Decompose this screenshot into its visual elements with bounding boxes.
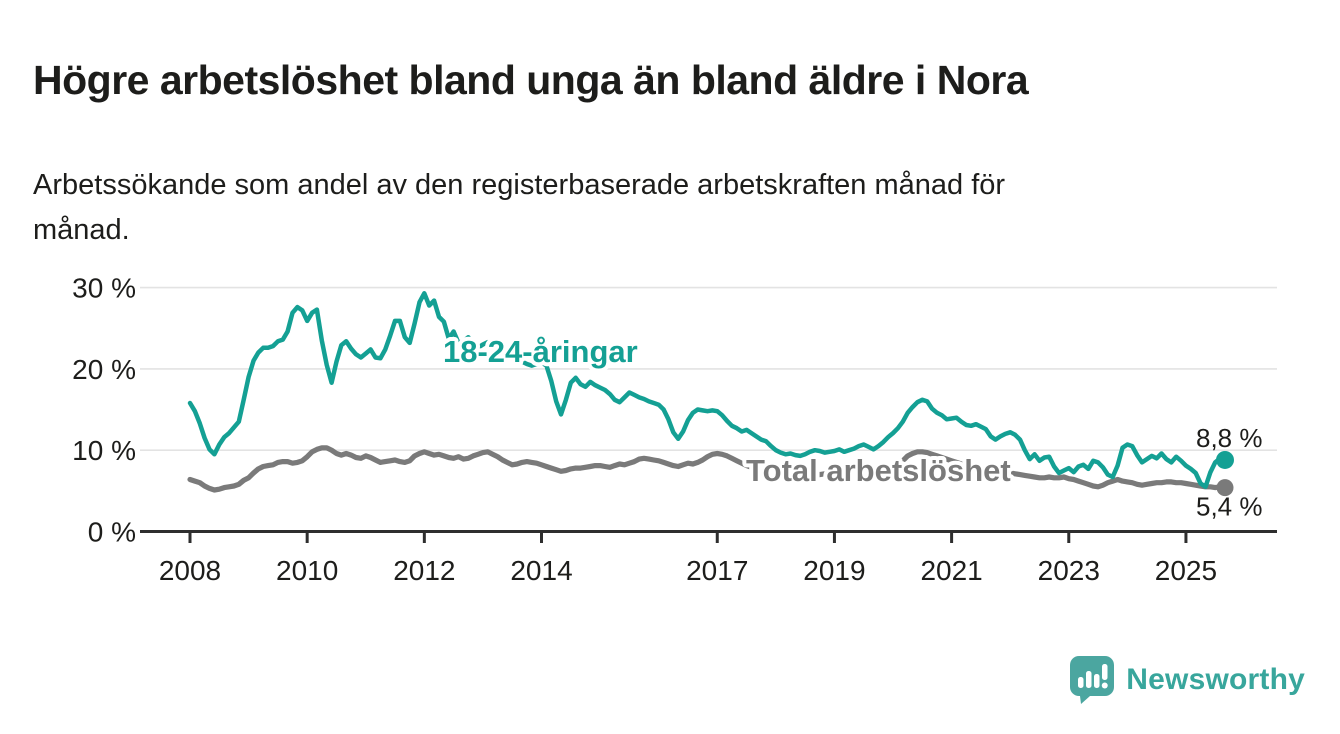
newsworthy-logo-text: Newsworthy xyxy=(1126,662,1305,696)
x-axis-tick-label: 2025 xyxy=(1155,555,1217,586)
series-end-value-label: 8,8 % xyxy=(1196,423,1263,453)
x-axis-tick-label: 2021 xyxy=(920,555,982,586)
x-axis-tick-label: 2010 xyxy=(276,555,338,586)
series-end-value-label: 5,4 % xyxy=(1196,492,1263,522)
chart-subtitle: Arbetssökande som andel av den registerb… xyxy=(33,169,1006,246)
series-line-18-24-ringar xyxy=(187,291,1228,490)
series-end-dot xyxy=(1216,479,1234,497)
y-axis-tick-label: 30 % xyxy=(72,273,136,304)
x-axis-tick-label: 2017 xyxy=(686,555,748,586)
x-axis-tick-label: 2008 xyxy=(159,555,221,586)
y-axis-tick-label: 10 % xyxy=(72,435,136,466)
page-title: Högre arbetslöshet bland unga än bland ä… xyxy=(33,57,1029,104)
x-axis-tick-label: 2023 xyxy=(1038,555,1100,586)
newsworthy-logo: Newsworthy xyxy=(1069,655,1305,704)
series-label-18-24-ringar: 18-24-åringar xyxy=(443,334,638,369)
series-end-dot xyxy=(1216,450,1234,469)
y-axis-tick-label: 0 % xyxy=(88,517,136,548)
newsworthy-chart-bubble-icon xyxy=(1070,656,1115,704)
y-axis-tick-label: 20 % xyxy=(72,354,136,385)
x-axis-tick-label: 2012 xyxy=(393,555,455,586)
series-label-total-arbetsl-shet: Total arbetslöshet xyxy=(746,453,1011,488)
series-line-total-arbetsl-shet xyxy=(187,445,1228,493)
x-axis-tick-label: 2014 xyxy=(510,555,572,586)
x-axis-tick-label: 2019 xyxy=(803,555,865,586)
